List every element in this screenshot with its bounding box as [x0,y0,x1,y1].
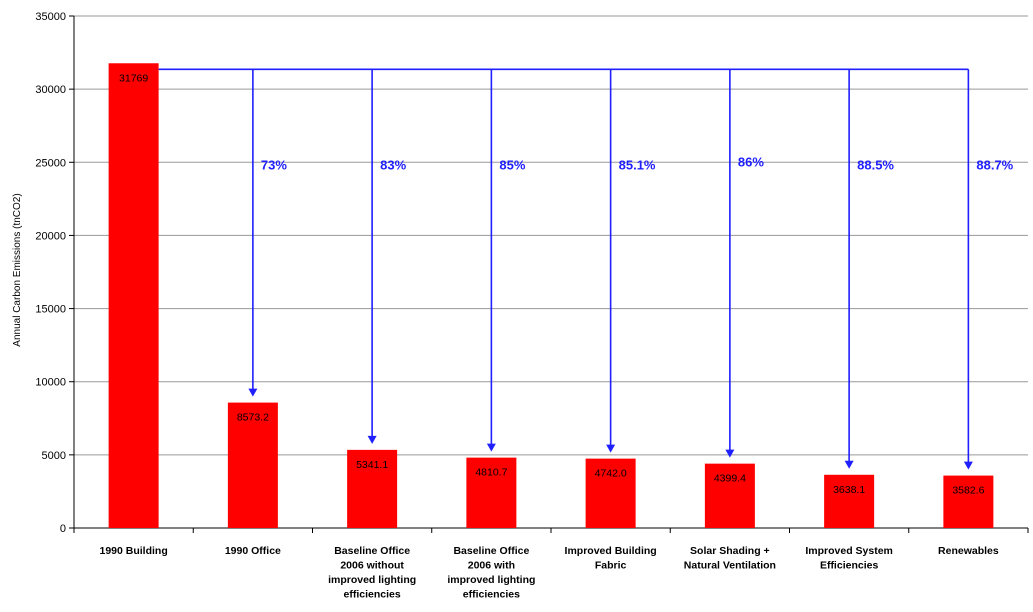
x-category-label: Natural Ventilation [684,560,776,572]
x-category-label: 2006 without [340,560,404,572]
x-category-label: Baseline Office [453,545,529,557]
x-category-label: efficiencies [344,589,401,601]
x-axis-labels: 1990 Building 1990 Office Baseline Office 2… [99,545,998,601]
y-tick-label: 0 [60,523,66,535]
x-category-label: 1990 Building [99,545,167,557]
arrow-head [486,443,496,452]
bar [347,449,398,528]
bar-value-label: 4810.7 [475,467,507,479]
arrow-head [725,449,735,458]
reduction-arrows: 73% 83% 85% 85.1% 86% 88.5% 88.7% [158,68,1014,470]
arrow-head [367,435,377,444]
x-category-label: Improved Building [565,545,657,557]
bar [943,475,994,528]
reduction-percent-label: 83% [380,158,406,173]
bar-value-label: 3638.1 [833,484,865,496]
reduction-percent-label: 85% [499,158,525,173]
bar-value-label: 5341.1 [356,459,388,471]
x-category-label: Fabric [595,560,627,572]
x-category-label: Solar Shading + [690,545,770,557]
bar [227,402,278,528]
reduction-percent-label: 88.7% [976,158,1013,173]
reduction-percent-label: 73% [261,158,287,173]
y-tick-label: 10000 [35,377,66,389]
bar-value-label: 3582.6 [952,485,984,497]
bar [704,463,755,528]
bar [585,458,636,528]
y-tick-label: 25000 [35,157,66,169]
x-category-label: improved lighting [328,574,416,586]
y-tick-label: 20000 [35,230,66,242]
x-category-label: 1990 Office [225,545,281,557]
reduction-percent-label: 88.5% [857,158,894,173]
arrow-head [844,460,854,469]
bar-value-label: 31769 [119,72,148,84]
x-category-label: Renewables [938,545,999,557]
reduction-percent-label: 86% [738,155,764,170]
y-axis-title: Annual Carbon Emissions (tnCO2) [12,193,23,346]
bars: 31769 8573.2 5341.1 4810.7 4742.0 4399.4 3638.… [108,63,994,528]
arrow-head [963,461,973,470]
bar-value-label: 4742.0 [595,468,627,480]
bar [824,474,875,528]
x-category-label: Efficiencies [820,560,879,572]
bar [466,457,517,528]
y-tick-label: 35000 [35,11,66,23]
reduction-percent-label: 85.1% [619,158,656,173]
x-category-label: Improved System [805,545,893,557]
gridlines [74,15,1028,456]
x-category-label: improved lighting [447,574,535,586]
bar-value-label: 4399.4 [714,473,746,485]
x-category-label: 2006 with [468,560,515,572]
x-category-label: efficiencies [463,589,520,601]
y-tick-label: 5000 [42,450,66,462]
y-tick-label: 15000 [35,304,66,316]
y-tick-label: 30000 [35,84,66,96]
arrow-head [248,388,258,397]
bar [108,63,159,528]
bar-value-label: 8573.2 [237,412,269,424]
arrow-head [606,444,616,453]
x-category-label: Baseline Office [334,545,410,557]
